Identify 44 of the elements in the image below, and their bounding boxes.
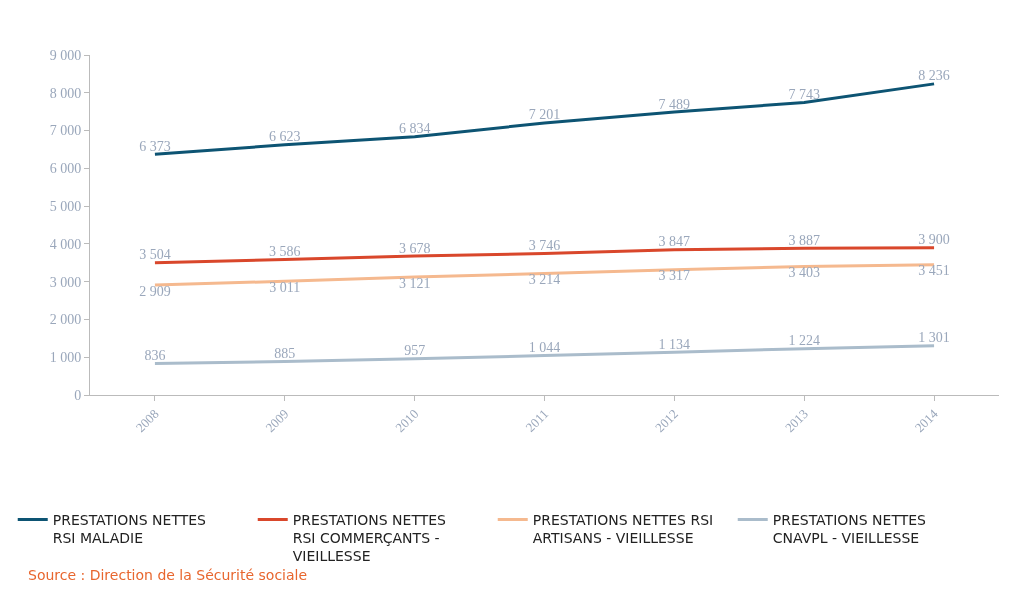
data-label: 885 xyxy=(274,346,296,362)
data-label: 957 xyxy=(404,343,426,359)
data-label: 3 451 xyxy=(918,263,950,279)
data-label: 1 301 xyxy=(918,330,950,346)
data-label: 3 887 xyxy=(788,232,820,248)
data-label: 3 317 xyxy=(658,268,691,284)
data-label: 3 586 xyxy=(269,244,301,260)
y-tick-label: 7 000 xyxy=(49,123,82,139)
data-label: 3 121 xyxy=(398,275,431,291)
data-label: 3 847 xyxy=(658,234,691,250)
data-label: 1 134 xyxy=(658,336,691,352)
legend-label: PRESTATIONS NETTES RSI ARTISANS - VIEILLESSE xyxy=(532,511,714,547)
data-label: 6 834 xyxy=(398,121,431,137)
data-label: 7 201 xyxy=(528,107,561,123)
data-label: 3 403 xyxy=(788,264,820,280)
data-label: 1 224 xyxy=(788,333,820,349)
source-note: Source : Direction de la Sécurité sociale xyxy=(28,567,308,583)
data-label: 7 743 xyxy=(788,86,820,102)
data-label: 3 011 xyxy=(269,279,301,295)
y-tick-label: 4 000 xyxy=(49,236,82,252)
data-label: 1 044 xyxy=(528,340,561,356)
data-label: 7 489 xyxy=(658,96,691,112)
y-tick-label: 9 000 xyxy=(49,47,82,63)
data-label: 8 236 xyxy=(918,68,950,84)
y-tick-label: 6 000 xyxy=(49,161,82,177)
y-tick-label: 3 000 xyxy=(49,274,82,290)
y-tick-label: 2 000 xyxy=(49,312,82,328)
data-label: 3 504 xyxy=(139,247,171,263)
y-tick-label: 0 xyxy=(74,387,82,403)
data-label: 836 xyxy=(144,347,166,363)
x-tick-label: 2011 xyxy=(522,406,552,435)
y-tick-label: 1 000 xyxy=(49,350,82,366)
data-label: 3 900 xyxy=(918,232,950,248)
legend-label: PRESTATIONS NETTES RSI COMMERÇANTS - VIEILLESSE xyxy=(292,511,447,565)
data-label: 6 623 xyxy=(269,129,301,145)
data-label: 6 373 xyxy=(139,138,171,154)
y-tick-label: 5 000 xyxy=(49,199,82,215)
data-label: 3 678 xyxy=(398,240,431,256)
legend-label: PRESTATIONS NETTES CNAVPL - VIEILLESSE xyxy=(772,511,927,547)
legend-label: PRESTATIONS NETTES RSI MALADIE xyxy=(52,511,207,547)
data-label: 3 214 xyxy=(528,272,561,288)
y-tick-label: 8 000 xyxy=(49,85,82,101)
data-label: 3 746 xyxy=(528,237,561,253)
data-label: 2 909 xyxy=(139,283,171,299)
